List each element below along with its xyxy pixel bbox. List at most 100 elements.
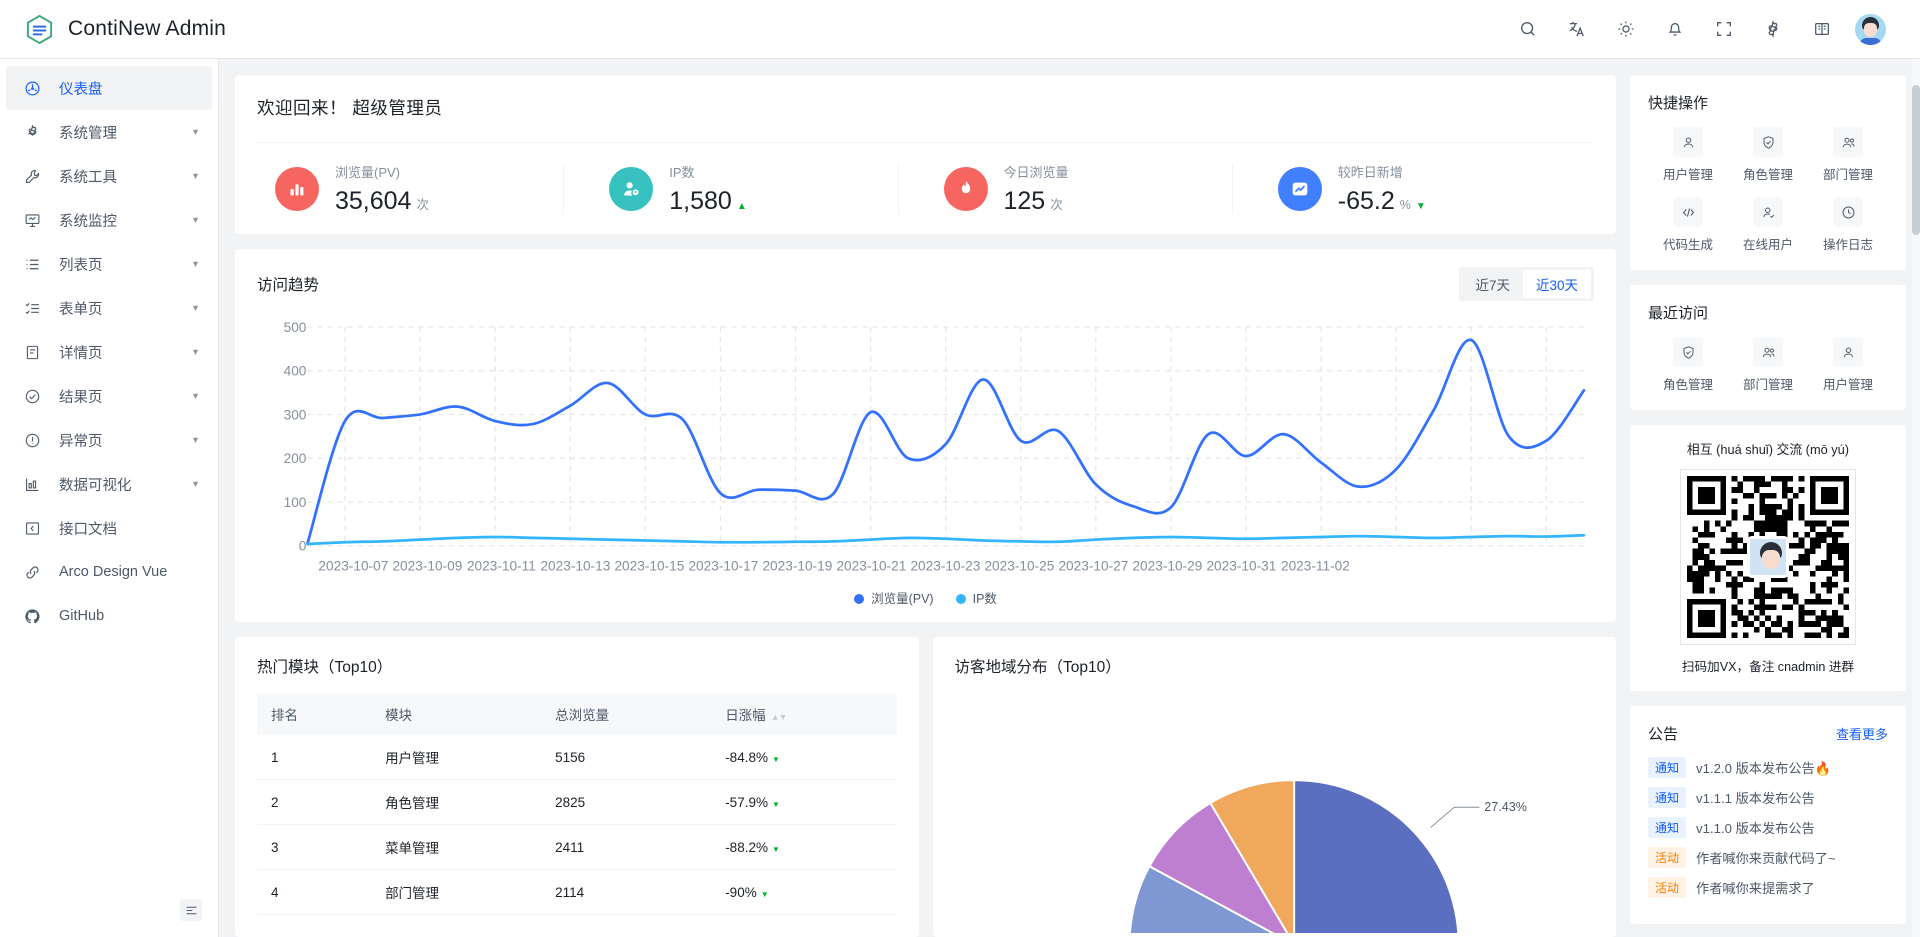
clock-icon [1833,197,1863,227]
quick-action-在线用户[interactable]: 在线用户 [1728,197,1808,253]
sidebar-item-arco-design-vue[interactable]: Arco Design Vue [6,550,212,594]
trend-card: 访问趋势 近7天 近30天 0 100 200 300 400 500 2023-10-07… [235,249,1616,622]
shield-check-icon [1753,127,1783,157]
status-badge: 活动 [1648,877,1687,898]
sidebar-item-data-visualization[interactable]: 数据可视化 ▾ [6,462,212,506]
stat-label: 浏览量(PV) [335,165,401,180]
stat-value: 1,580 [669,187,732,215]
table-row[interactable]: 2 角色管理 2825 -57.9% ▼ [257,779,897,825]
chevron-down-icon: ▾ [192,302,198,314]
bell-icon[interactable] [1659,14,1690,45]
monitor-icon [24,212,44,229]
notice-item[interactable]: 活动 作者喊你来提需求了 [1648,877,1888,898]
notice-item[interactable]: 通知 v1.1.1 版本发布公告 [1648,787,1888,808]
notice-item[interactable]: 通知 v1.1.0 版本发布公告 [1648,817,1888,838]
table-row[interactable]: 4 部门管理 2114 -90% ▼ [257,869,897,915]
sidebar-item-api-doc[interactable]: 接口文档 [6,506,212,550]
qr-heading: 相互 (huá shuǐ) 交流 (mō yú) [1686,442,1850,457]
sidebar-item-list-page[interactable]: 列表页 ▾ [6,242,212,286]
notice-item[interactable]: 活动 作者喊你来贡献代码了~ [1648,847,1888,868]
sidebar-item-label: 详情页 [59,345,103,362]
col-views: 总浏览量 [541,693,712,735]
cell-module: 用户管理 [371,735,542,780]
sidebar-item-system-monitor[interactable]: 系统监控 ▾ [6,198,212,242]
sidebar-item-form-page[interactable]: 表单页 ▾ [6,286,212,330]
sidebar-item-github[interactable]: GitHub [6,594,212,638]
trend-chart: 0 100 200 300 400 500 2023-10-07 2023-10-09 2023… [257,317,1594,588]
sidebar-item-label: 列表页 [59,257,103,274]
theme-icon[interactable] [1610,14,1641,45]
sidebar-item-label: 系统监控 [59,213,117,230]
page-scrollbar[interactable] [1912,59,1920,937]
notice-more-link[interactable]: 查看更多 [1835,727,1888,742]
svg-text:400: 400 [284,364,307,379]
quick-action-部门管理[interactable]: 部门管理 [1728,337,1808,393]
notice-item[interactable]: 通知 v1.2.0 版本发布公告🔥 [1648,757,1888,778]
brand-title: ContiNew Admin [68,17,227,40]
quick-action-label: 在线用户 [1742,238,1793,252]
svg-text:2023-10-31: 2023-10-31 [1206,559,1276,574]
quick-action-label: 用户管理 [1662,168,1713,182]
quick-action-label: 角色管理 [1742,168,1793,182]
doc-icon[interactable] [1806,14,1837,45]
stat-value: -65.2 [1337,187,1395,215]
svg-text:2023-10-17: 2023-10-17 [688,559,758,574]
qr-caption: 扫码加VX，备注 cnadmin 进群 [1681,660,1855,674]
quick-action-用户管理[interactable]: 用户管理 [1648,127,1728,183]
sidebar-item-system-tools[interactable]: 系统工具 ▾ [6,154,212,198]
scrollbar-thumb[interactable] [1912,85,1920,235]
tab-last-7-days[interactable]: 近7天 [1462,270,1523,298]
user-location-icon [609,167,654,211]
check-circle-icon [24,388,44,405]
sidebar-item-result-page[interactable]: 结果页 ▾ [6,374,212,418]
status-badge: 通知 [1648,817,1687,838]
gear-icon[interactable] [1757,14,1788,45]
table-row[interactable]: 3 菜单管理 2411 -88.2% ▼ [257,824,897,870]
stat-label: 较昨日新增 [1337,165,1403,180]
cell-views: 5156 [541,735,712,780]
table-row[interactable]: 1 用户管理 5156 -84.8% ▼ [257,735,897,780]
status-badge: 活动 [1648,847,1687,868]
fullscreen-icon[interactable] [1708,14,1739,45]
svg-text:2023-10-23: 2023-10-23 [910,559,980,574]
quick-action-label: 部门管理 [1822,168,1873,182]
quick-action-代码生成[interactable]: 代码生成 [1648,197,1728,253]
svg-text:2023-10-21: 2023-10-21 [836,559,906,574]
hot-modules-panel: 热门模块（Top10） 排名 模块 总浏览量 日涨幅 ▲▼ 1 用户管理 5156 -8… [235,637,919,937]
sidebar-item-detail-page[interactable]: 详情页 ▾ [6,330,212,374]
tab-last-30-days[interactable]: 近30天 [1522,270,1591,298]
sidebar-item-label: 仪表盘 [59,81,103,98]
quick-action-用户管理[interactable]: 用户管理 [1808,337,1888,393]
hot-modules-title: 热门模块（Top10） [257,659,393,676]
notice-text: 作者喊你来贡献代码了~ [1696,851,1836,866]
svg-text:2023-10-07: 2023-10-07 [318,559,388,574]
sidebar-collapse-button[interactable] [180,899,202,921]
chevron-down-icon: ▾ [192,478,198,490]
svg-text:2023-10-11: 2023-10-11 [467,559,536,574]
quick-action-角色管理[interactable]: 角色管理 [1728,127,1808,183]
list-icon [24,256,44,273]
brand[interactable]: ContiNew Admin [0,14,226,45]
quick-action-操作日志[interactable]: 操作日志 [1808,197,1888,253]
recent-visits-card: 最近访问 角色管理 部门管理 用户管理 [1630,285,1906,410]
cell-views: 2825 [541,779,712,825]
quick-action-部门管理[interactable]: 部门管理 [1808,127,1888,183]
cell-module: 角色管理 [371,779,542,825]
sidebar-item-exception-page[interactable]: 异常页 ▾ [6,418,212,462]
hot-modules-table: 排名 模块 总浏览量 日涨幅 ▲▼ 1 用户管理 5156 -84.8% ▼ 2 角色管理 28… [257,693,897,915]
stat-value: 125 [1003,187,1046,215]
quick-action-label: 角色管理 [1662,378,1713,392]
chevron-down-icon: ▾ [192,258,198,270]
col-delta[interactable]: 日涨幅 ▲▼ [711,693,897,735]
avatar[interactable] [1855,13,1886,45]
trend-down-icon: ▼ [771,799,780,809]
sidebar-item-system-management[interactable]: 系统管理 ▾ [6,110,212,154]
sidebar-item-dashboard[interactable]: 仪表盘 [6,66,212,110]
translate-icon[interactable] [1561,14,1592,45]
range-tabs: 近7天 近30天 [1459,267,1594,301]
svg-text:2023-10-09: 2023-10-09 [392,559,462,574]
search-icon[interactable] [1512,14,1543,45]
legend-item-ip: IP数 [955,588,997,607]
sort-icon[interactable]: ▲▼ [770,712,788,722]
quick-action-角色管理[interactable]: 角色管理 [1648,337,1728,393]
